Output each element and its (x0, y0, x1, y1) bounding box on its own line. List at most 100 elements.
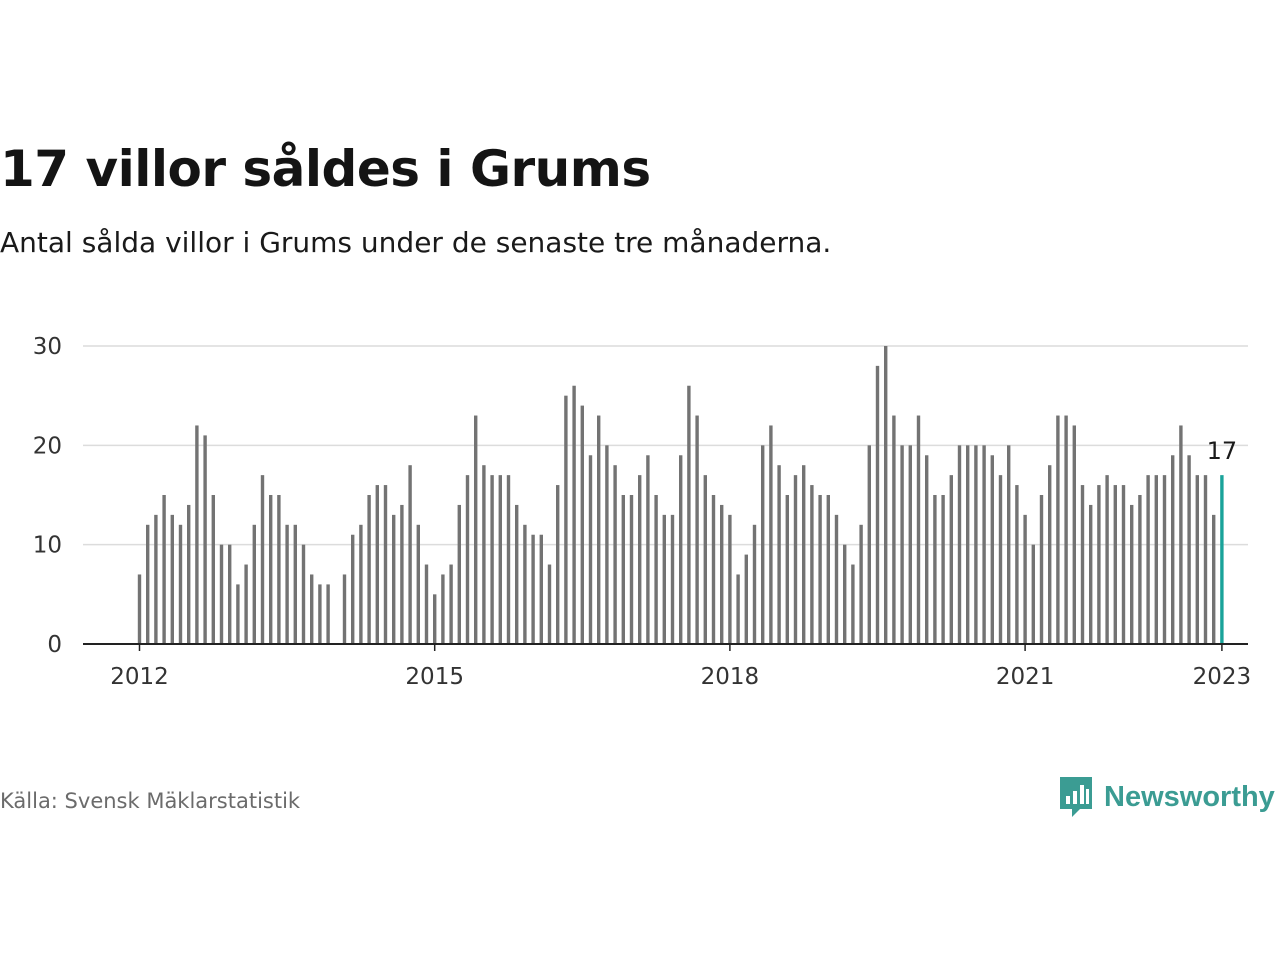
bar (178, 524, 183, 644)
bar (1080, 485, 1085, 644)
bar (564, 395, 568, 644)
bar (285, 524, 289, 644)
bar (187, 504, 191, 644)
bar (711, 495, 716, 644)
bar (367, 495, 371, 644)
bar (941, 495, 945, 644)
bar (1097, 485, 1101, 644)
bar (851, 564, 855, 644)
bar (1072, 425, 1076, 644)
bar (228, 544, 232, 644)
bar (638, 475, 642, 644)
bar (654, 495, 658, 644)
bar (482, 465, 486, 644)
bar-chart: 0 10 20 30 2012 2015 2018 2021 2023 17 (33, 334, 1251, 690)
bar (359, 524, 363, 644)
bar (597, 415, 601, 644)
bar (777, 465, 781, 644)
bar (375, 485, 379, 644)
highlighted-bar (1220, 475, 1224, 644)
bar (908, 445, 912, 644)
bar (244, 564, 248, 644)
bar (629, 495, 634, 644)
bar (613, 465, 617, 644)
bar (146, 524, 150, 644)
bar (695, 415, 699, 644)
bar (506, 475, 511, 644)
bar (162, 495, 166, 644)
bar (982, 445, 986, 644)
bar (424, 564, 429, 644)
bar (351, 534, 355, 644)
newsworthy-logo: Newsworthy (1058, 774, 1275, 820)
bar (892, 415, 896, 644)
bar (1121, 485, 1126, 644)
y-tick-label: 0 (47, 632, 62, 658)
bar (588, 455, 593, 644)
bar (219, 544, 224, 644)
y-tick-label: 30 (33, 334, 62, 360)
bar (556, 485, 560, 644)
bar (859, 524, 863, 644)
bar (990, 455, 994, 644)
bar (531, 534, 535, 644)
bar (998, 475, 1003, 644)
bar (1146, 475, 1150, 644)
bar (474, 415, 478, 644)
bar (728, 514, 732, 644)
bar (793, 475, 798, 644)
bar (383, 485, 388, 644)
bar (949, 475, 953, 644)
bar (498, 475, 502, 644)
bar (1105, 475, 1109, 644)
bar (572, 385, 576, 644)
bar (1031, 544, 1035, 644)
bar (170, 514, 174, 644)
bar (1171, 455, 1175, 644)
bar (605, 445, 609, 644)
bar (1179, 425, 1183, 644)
bar (441, 574, 445, 644)
bar (392, 514, 396, 644)
x-tick-label: 2018 (701, 664, 760, 690)
source-note: Källa: Svensk Mäklarstatistik (0, 789, 301, 813)
bar (1015, 485, 1019, 644)
bar (916, 415, 921, 644)
bar (523, 524, 527, 644)
bar (203, 435, 207, 644)
bar (457, 504, 461, 644)
x-tick-label: 2015 (405, 664, 464, 690)
bar (884, 346, 888, 644)
bar (1113, 485, 1117, 644)
bar (1048, 465, 1052, 644)
bar (646, 455, 650, 644)
y-tick-label: 10 (33, 533, 62, 559)
bar (966, 445, 970, 644)
bar (679, 455, 683, 644)
bar (580, 405, 584, 644)
bar (703, 475, 707, 644)
newsworthy-logo-text: Newsworthy (1104, 780, 1275, 813)
bar (687, 385, 691, 644)
bar (1130, 504, 1134, 644)
bar (818, 495, 822, 644)
bar (1187, 455, 1191, 644)
bar (490, 475, 494, 644)
bar (515, 504, 519, 644)
bar (974, 445, 978, 644)
bar (408, 465, 412, 644)
chart-title: 17 villor såldes i Grums (0, 140, 651, 198)
chart-subtitle: Antal sålda villor i Grums under de sena… (0, 226, 832, 259)
bar (1138, 495, 1142, 644)
newsworthy-logo-icon (1060, 777, 1092, 817)
bar (720, 504, 724, 644)
bar (875, 365, 880, 644)
bar (670, 514, 675, 644)
bar (211, 495, 215, 644)
bar (260, 475, 265, 644)
bar (137, 574, 142, 644)
bar (826, 495, 830, 644)
bar (449, 564, 453, 644)
bar (1089, 504, 1093, 644)
bar (400, 504, 404, 644)
